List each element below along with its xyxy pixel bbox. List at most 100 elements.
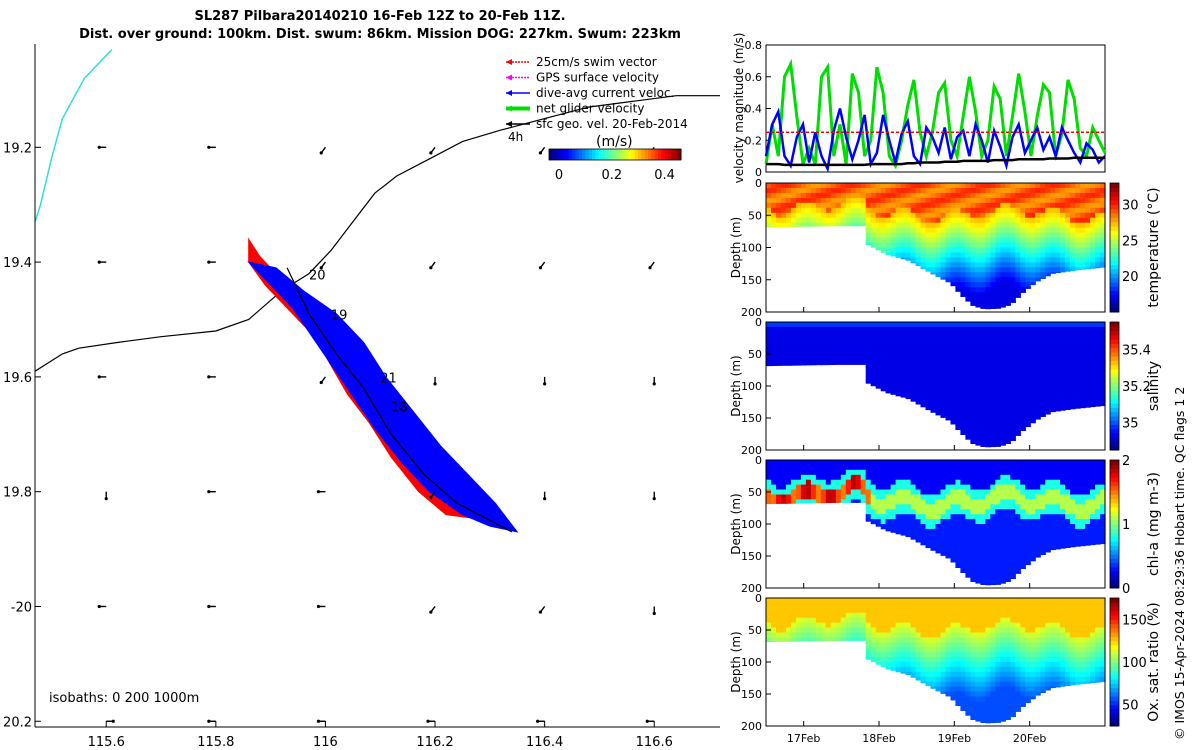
section-cell: [795, 346, 802, 353]
section-cell: [945, 390, 952, 397]
section-cell: [870, 346, 877, 353]
section-cell: [830, 346, 837, 353]
section-cell: [810, 202, 817, 209]
section-cell: [805, 612, 812, 619]
section-cell: [1035, 366, 1041, 372]
section-cell: [1070, 366, 1076, 372]
section-cell: [855, 474, 862, 481]
section-cell: [915, 207, 922, 214]
section-cell: [1010, 361, 1016, 367]
section-cell: [970, 242, 976, 249]
section-cell: [885, 632, 892, 638]
colorbar-cell: [598, 149, 603, 160]
section-cell: [830, 326, 837, 333]
section-cell: [900, 622, 907, 629]
colorbar-cell: [1110, 615, 1119, 620]
section-cell: [1050, 602, 1056, 609]
section-cell: [1015, 460, 1021, 466]
section-cell: [1090, 484, 1096, 491]
colorbar-cell: [1110, 234, 1119, 240]
section-cell: [875, 524, 882, 527]
section-cell: [850, 494, 857, 500]
section-cell: [915, 519, 922, 525]
section-cell: [910, 479, 917, 486]
section-cell: [1045, 242, 1051, 249]
section-cell: [910, 202, 917, 209]
section-cell: [1065, 381, 1071, 387]
section-cell: [980, 622, 986, 629]
section-cell: [940, 627, 947, 633]
section-cell: [910, 612, 917, 619]
section-cell: [845, 326, 852, 333]
section-cell: [800, 322, 807, 328]
section-cell: [795, 598, 802, 604]
section-cell: [1010, 538, 1016, 545]
section-cell: [935, 381, 942, 387]
section-cell: [1090, 464, 1096, 471]
section-cell: [845, 460, 852, 466]
section-cell: [1035, 548, 1041, 555]
section-cell: [840, 207, 847, 214]
section-cell: [1030, 681, 1036, 688]
section-cell: [930, 400, 937, 407]
section-cell: [905, 202, 912, 209]
section-cell: [865, 652, 872, 658]
section-cell: [1035, 381, 1041, 387]
section-cell: [855, 197, 862, 204]
section-cell: [1005, 331, 1011, 338]
section-cell: [990, 711, 996, 717]
section-cell: [880, 212, 887, 219]
section-cell: [970, 706, 976, 712]
colorbar-cell: [1110, 403, 1119, 408]
section-cell: [1080, 671, 1086, 678]
colorbar-cell: [1110, 623, 1119, 629]
section-cell: [935, 222, 942, 229]
section-cell: [1095, 366, 1101, 372]
section-cell: [940, 617, 947, 624]
section-cell: [825, 617, 832, 624]
section-cell: [1025, 217, 1031, 224]
section-cell: [815, 637, 822, 642]
section-cell: [1010, 420, 1016, 426]
section-cell: [990, 474, 996, 481]
section-cell: [1050, 237, 1056, 244]
section-cell: [955, 192, 961, 199]
section-cell: [1060, 390, 1066, 397]
section-cell: [781, 346, 787, 353]
section-cell: [1000, 696, 1006, 702]
section-cell: [930, 272, 937, 275]
section-cell: [965, 267, 971, 273]
section-cell: [785, 479, 792, 486]
section-cell: [1020, 262, 1026, 268]
section-cell: [1010, 217, 1016, 224]
section-cell: [885, 390, 892, 394]
section-cell: [785, 351, 792, 357]
section-cell: [985, 548, 991, 555]
section-cell: [1015, 632, 1021, 638]
section-cell: [885, 197, 892, 204]
section-cell: [1025, 282, 1031, 288]
section-cell: [1060, 504, 1066, 510]
section-cell: [930, 197, 937, 204]
section-cell: [860, 499, 867, 503]
section-cell: [1000, 405, 1006, 412]
section-cell: [840, 464, 847, 471]
section-cell: [1010, 282, 1016, 288]
section-cell: [1075, 533, 1081, 540]
section-cell: [970, 346, 976, 353]
section-cell: [1005, 420, 1011, 426]
section-cell: [925, 479, 932, 486]
section-cell: [975, 563, 981, 569]
section-cell: [1010, 711, 1016, 717]
section-cell: [1085, 627, 1091, 633]
section-cell: [955, 282, 961, 288]
section-cell: [795, 637, 802, 642]
section-cell: [900, 469, 907, 476]
section-cell: [875, 469, 882, 476]
section-cell: [890, 322, 897, 328]
section-cell: [965, 464, 971, 471]
section-cell: [880, 202, 887, 209]
section-cell: [940, 514, 947, 520]
section-cell: [940, 652, 947, 658]
section-cell: [1090, 183, 1096, 189]
